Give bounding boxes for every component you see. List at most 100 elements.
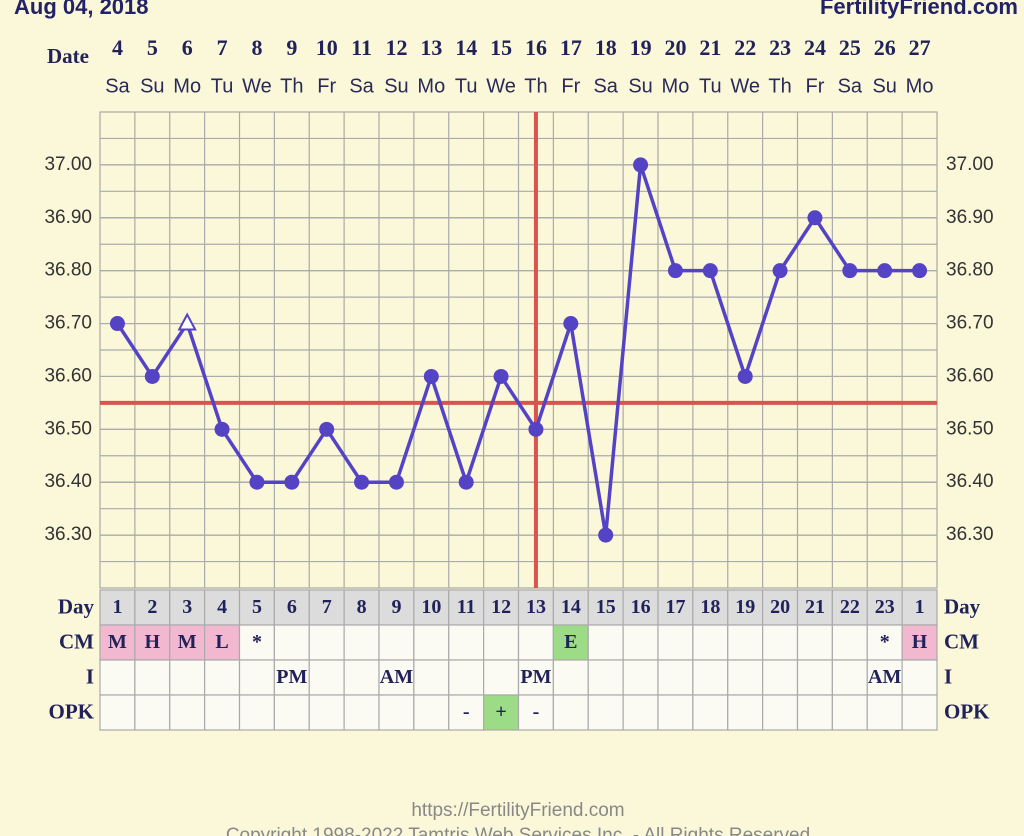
table-cell [413,659,450,696]
date-label: 25 [839,35,861,60]
table-cell [134,659,171,696]
weekday-label: Sa [838,75,863,97]
table-cell [622,659,659,696]
table-cell [901,659,938,696]
date-label: 22 [734,35,756,60]
date-label: 17 [560,35,582,60]
temperature-marker [284,474,300,490]
temperature-marker [633,157,649,173]
table-cell [343,694,380,731]
table-cell [727,589,764,626]
table-cell [727,624,764,661]
cell-text: 18 [700,596,720,618]
cell-text: 19 [735,596,755,618]
table-cell [831,694,868,731]
date-label: 26 [874,35,896,60]
table-cell [413,694,450,731]
weekday-label: Th [768,75,791,97]
table-cell [378,624,415,661]
table-cell [587,624,624,661]
cell-text: 17 [665,596,685,618]
y2-tick-label: 36.70 [946,313,994,334]
weekday-label: We [730,75,760,97]
table-cell [796,694,833,731]
cell-text: 11 [457,596,476,618]
cell-text: H [912,631,928,653]
weekday-label: Mo [173,75,201,97]
table-cell [587,659,624,696]
date-label: 20 [664,35,686,60]
row-label: I [86,664,94,688]
weekday-label: Su [140,75,164,97]
table-cell [273,589,310,626]
table-cell [204,659,241,696]
date-label: 19 [630,35,652,60]
cell-text: 1 [915,596,925,618]
cell-text: + [495,701,506,723]
cell-text: 16 [631,596,651,618]
row-label-right: OPK [944,699,990,723]
table-cell [238,624,275,661]
table-cell [762,624,799,661]
cell-text: - [533,701,540,723]
table-cell [204,589,241,626]
y-tick-label: 37.00 [44,154,92,175]
table-cell [796,659,833,696]
row-label: CM [59,629,94,653]
cell-text: E [564,631,577,653]
cell-text: 2 [147,596,157,618]
cell-text: 20 [770,596,790,618]
temperature-marker [144,368,160,384]
y-tick-label: 36.30 [44,524,92,545]
weekday-label: Fr [317,75,336,97]
temperature-marker [214,421,230,437]
table-cell [831,624,868,661]
y2-tick-label: 36.60 [946,365,994,386]
y-tick-label: 36.80 [44,260,92,281]
table-cell [308,659,345,696]
table-cell [483,624,520,661]
table-cell [831,659,868,696]
temperature-marker [319,421,335,437]
table-cell [99,589,136,626]
date-label: 24 [804,35,826,60]
table-cell [517,694,554,731]
row-label-right: CM [944,629,979,653]
date-label: 6 [182,35,193,60]
table-cell [901,694,938,731]
cell-text: 4 [217,596,227,618]
temperature-marker [702,263,718,279]
table-cell [587,589,624,626]
temperature-marker [354,474,370,490]
cell-text: 1 [112,596,122,618]
weekday-label: Fr [805,75,824,97]
y2-tick-label: 36.80 [946,260,994,281]
temperature-line [115,163,920,537]
weekday-label: Th [524,75,547,97]
table-cell [378,659,415,696]
table-cell [448,624,485,661]
date-label: 15 [490,35,512,60]
y-tick-label: 36.40 [44,471,92,492]
temperature-marker [737,368,753,384]
weekday-label: Mo [662,75,690,97]
table-cell [134,694,171,731]
date-label: 9 [286,35,297,60]
y2-tick-label: 36.90 [946,207,994,228]
weekday-label: We [242,75,272,97]
date-label: 8 [251,35,262,60]
cell-text: 14 [561,596,581,618]
table-cell [796,624,833,661]
chart-date: Aug 04, 2018 [14,0,149,19]
date-label: 10 [316,35,338,60]
temperature-marker [598,527,614,543]
cell-text: 8 [357,596,367,618]
cell-text: AM [868,666,901,688]
table-cell [273,694,310,731]
date-label: 16 [525,35,547,60]
table-cell [238,659,275,696]
date-label: 7 [217,35,228,60]
table-cell [552,659,589,696]
table-cell [448,659,485,696]
table-cell [762,659,799,696]
